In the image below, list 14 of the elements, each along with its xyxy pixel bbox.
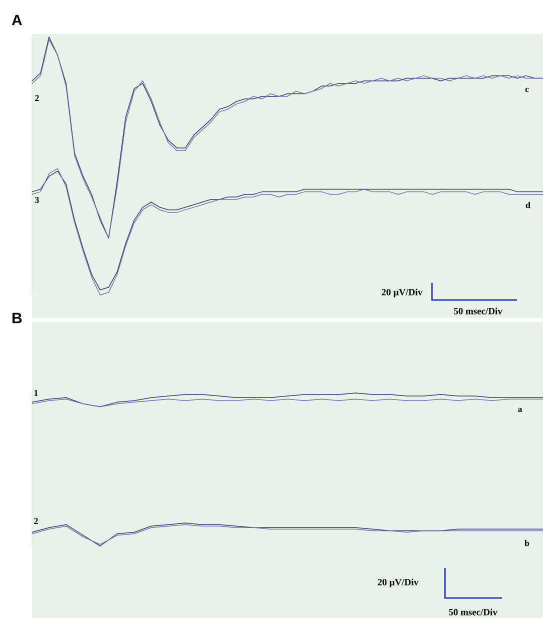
annotation: b bbox=[524, 540, 530, 546]
annotation: 20 µV/Div bbox=[382, 288, 423, 298]
annotation: d bbox=[526, 202, 530, 208]
chart-title: A bbox=[12, 14, 22, 26]
text: 50 msec/Div bbox=[454, 308, 502, 314]
annotation: c bbox=[525, 88, 529, 92]
annotation: a bbox=[518, 408, 522, 412]
annotation: 3 bbox=[35, 196, 39, 204]
annotation: 2 bbox=[34, 518, 38, 524]
chart-title: B bbox=[12, 312, 22, 324]
text: 50 msec/Div bbox=[448, 608, 498, 616]
text: 20 µV/Div bbox=[378, 578, 419, 588]
annotation: 2 bbox=[35, 95, 39, 101]
annotation: 1 bbox=[34, 390, 38, 396]
